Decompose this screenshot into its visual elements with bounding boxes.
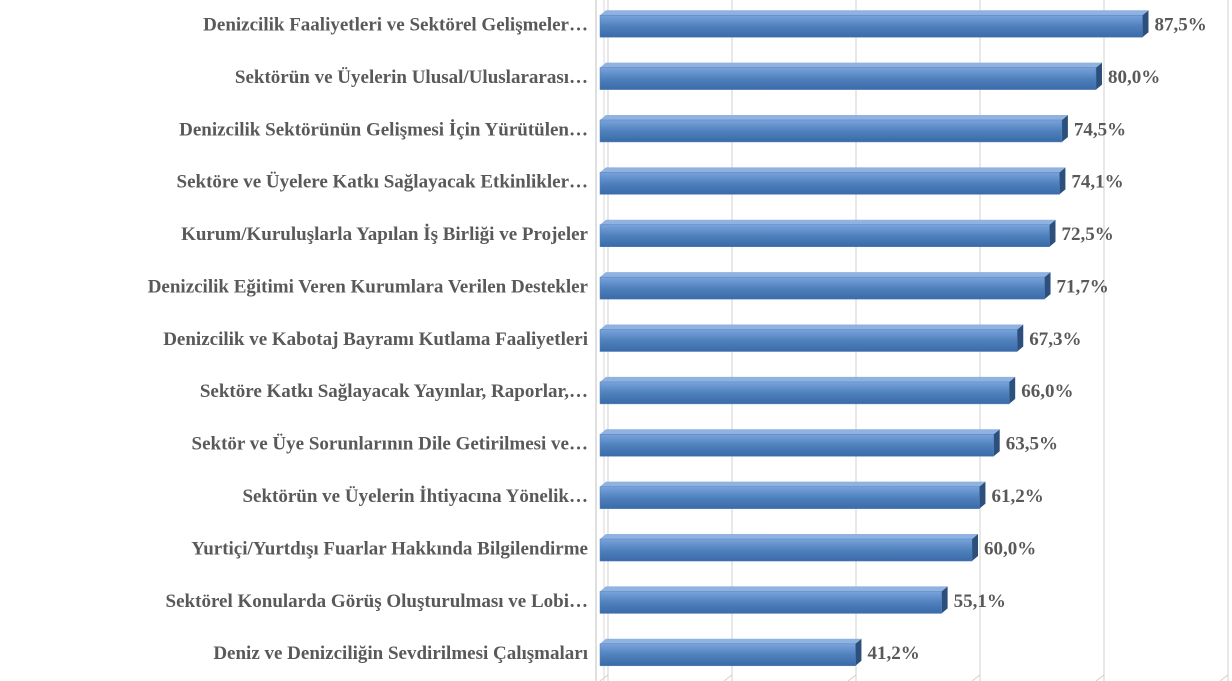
bar-top [600,534,978,540]
y-tick-label: Sektöre ve Üyelere Katkı Sağlayacak Etki… [177,172,588,193]
bar-top [600,10,1149,16]
bar-side [972,534,978,562]
bar-top [600,219,1056,225]
bar-side [993,429,1000,457]
value-label: 87,5% [1155,15,1207,36]
value-label: 74,1% [1071,172,1123,193]
bar-top [600,324,1024,330]
bar [599,538,973,562]
y-tick-label: Kurum/Kuruluşlarla Yapılan İş Birliği ve… [181,224,588,245]
bar-side [1049,219,1056,247]
value-label: 61,2% [991,486,1043,507]
value-label: 60,0% [984,538,1036,559]
bar [599,172,1060,195]
bar-side [1061,114,1068,142]
value-label: 71,7% [1057,276,1109,297]
value-label: 74,5% [1074,119,1126,140]
y-tick-label: Sektöre Katkı Sağlayacak Yayınlar, Rapor… [200,381,588,402]
bar [599,276,1045,300]
bar-top [600,481,986,487]
bar [599,486,980,509]
bar [599,643,856,667]
bar [599,591,942,614]
bar-side [941,586,948,614]
grid-floor [971,674,981,681]
value-label: 72,5% [1062,224,1114,245]
y-tick-label: Denizcilik Eğitimi Veren Kurumlara Veril… [148,276,589,297]
y-tick-label: Sektörel Konularda Görüş Oluşturulması v… [166,591,588,612]
bar [599,329,1018,352]
grid-floor [1219,674,1229,681]
bar-side [855,638,862,666]
bar [599,14,1143,38]
bar-top [600,114,1068,120]
value-label: 41,2% [867,643,919,664]
y-tick-label: Sektörün ve Üyelerin İhtiyacına Yönelik… [242,486,588,507]
value-label: 80,0% [1108,67,1160,88]
bar-side [1142,10,1149,38]
value-label: 67,3% [1029,329,1081,350]
y-tick-label: Deniz ve Denizciliğin Sevdirilmesi Çalış… [213,643,588,664]
bar-side [979,481,986,509]
bar-top [600,429,1000,435]
bar [599,434,994,457]
value-label: 66,0% [1021,381,1073,402]
value-label: 63,5% [1006,434,1058,455]
bar-top [600,376,1016,382]
y-tick-label: Yurtiçi/Yurtdışı Fuarlar Hakkında Bilgil… [191,538,588,559]
bar [599,381,1010,405]
y-tick-label: Sektörün ve Üyelerin Ulusal/Uluslararası… [235,67,588,88]
bar-top [600,586,948,592]
bar-side [1096,62,1102,90]
bar-top [600,638,862,644]
y-tick-label: Sektör ve Üye Sorunlarının Dile Getirilm… [192,434,589,455]
bar [599,224,1050,247]
grid-floor [847,674,857,681]
value-label: 55,1% [954,591,1006,612]
grid-floor [723,674,733,681]
bar-side [1017,324,1024,352]
grid-floor [1095,674,1105,681]
bar [599,67,1097,90]
bar [599,119,1063,143]
bar-top [600,62,1102,68]
bar-side [1059,167,1066,195]
bar-top [600,167,1066,173]
y-tick-label: Denizcilik Sektörünün Gelişmesi İçin Yür… [179,119,588,140]
bar-side [1044,272,1051,300]
y-tick-label: Denizcilik Faaliyetleri ve Sektörel Geli… [203,15,588,36]
bar-top [600,272,1051,278]
y-tick-label: Denizcilik ve Kabotaj Bayramı Kutlama Fa… [163,329,588,350]
bar-side [1009,376,1016,404]
